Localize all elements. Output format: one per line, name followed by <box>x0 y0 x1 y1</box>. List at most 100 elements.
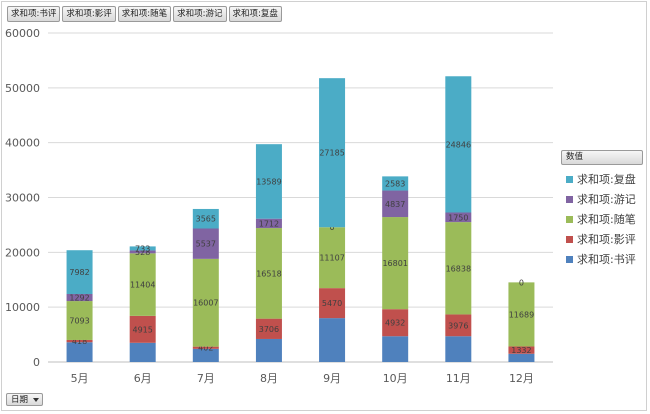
bar-segment <box>192 208 219 229</box>
bar-segment <box>66 342 93 362</box>
bar-segment <box>255 338 282 362</box>
x-tick-label: 9月 <box>323 372 341 385</box>
data-label: 0 <box>330 223 335 232</box>
legend-title: 数值 <box>566 152 584 162</box>
data-label: 4932 <box>385 319 405 328</box>
data-label: 16801 <box>382 259 407 268</box>
data-label: 733 <box>135 244 150 253</box>
bar-segment <box>66 250 93 294</box>
value-field-buttons: 求和项:书评 求和项:影评 求和项:随笔 求和项:游记 求和项:复盘 <box>7 6 282 22</box>
bar-segment <box>319 227 346 289</box>
dropdown-arrow-icon <box>33 398 39 402</box>
bar-segment <box>255 318 282 339</box>
bar-segment <box>445 76 472 213</box>
legend-swatch <box>566 235 573 243</box>
bar-segment <box>192 346 219 349</box>
data-label: 5470 <box>322 299 342 308</box>
bar-segment <box>255 218 282 229</box>
bar-segment <box>192 258 219 347</box>
field-button-essay[interactable]: 求和项:随笔 <box>117 6 172 22</box>
legend-field-button[interactable]: 数值 <box>561 150 643 165</box>
data-label: 4837 <box>385 200 405 209</box>
bar-segment <box>508 282 535 347</box>
field-button-review[interactable]: 求和项:复盘 <box>228 6 282 22</box>
data-label: 7093 <box>69 317 89 326</box>
data-label: 418 <box>72 337 87 346</box>
x-tick-label: 6月 <box>134 372 152 385</box>
legend-swatch <box>566 195 573 203</box>
legend-label: 求和项:书评 <box>577 253 636 266</box>
data-label: 11404 <box>130 281 155 290</box>
bar-segment <box>382 309 409 337</box>
bar-segment <box>319 288 346 319</box>
field-button-book-review[interactable]: 求和项:书评 <box>7 6 61 22</box>
bar-segment <box>255 144 282 219</box>
legend-label: 求和项:游记 <box>577 193 636 206</box>
bar-segment <box>319 318 346 362</box>
bar-segment <box>319 78 346 228</box>
data-label: 2583 <box>385 179 405 188</box>
y-tick-label: 30000 <box>5 192 40 205</box>
data-label: 4915 <box>133 325 153 334</box>
legend-swatch <box>566 215 573 223</box>
legend-label: 求和项:随笔 <box>577 213 636 226</box>
data-label: 16518 <box>256 269 281 278</box>
legend-label: 求和项:复盘 <box>577 173 636 186</box>
x-tick-label: 12月 <box>509 372 534 385</box>
data-label: 13589 <box>256 177 281 186</box>
data-label: 0 <box>519 278 524 287</box>
bar-segment <box>66 339 93 343</box>
x-tick-label: 10月 <box>383 372 408 385</box>
bar-segment <box>129 342 156 362</box>
data-label: 3565 <box>196 215 216 224</box>
bar-segment <box>66 293 93 302</box>
legend: 数值 求和项:复盘 求和项:游记 求和项:随笔求和项:影评求和项:书评 <box>561 150 643 269</box>
legend-item: 求和项:影评 <box>561 229 643 249</box>
legend-swatch <box>566 255 573 263</box>
bar-segment <box>129 315 156 343</box>
bar-segment <box>255 228 282 319</box>
x-tick-label: 8月 <box>260 372 278 385</box>
x-tick-label: 11月 <box>446 372 471 385</box>
y-tick-label: 0 <box>33 356 40 369</box>
bar-segment <box>66 301 93 340</box>
data-label: 1712 <box>259 219 279 228</box>
data-label: 7982 <box>69 268 89 277</box>
bar-segment <box>382 336 409 362</box>
data-label: 402 <box>198 344 213 353</box>
data-label: 11107 <box>319 254 344 263</box>
data-label: 3976 <box>448 321 468 330</box>
bar-segment <box>129 246 156 251</box>
x-tick-label: 7月 <box>197 372 215 385</box>
field-button-travel[interactable]: 求和项:游记 <box>173 6 227 22</box>
legend-item: 求和项:游记 <box>561 189 643 209</box>
bar-segment <box>382 176 409 191</box>
bar-segment <box>382 190 409 218</box>
bar-segment <box>508 346 535 354</box>
field-button-film-review[interactable]: 求和项:影评 <box>62 6 116 22</box>
bar-segment <box>445 314 472 337</box>
data-label: 1332 <box>511 346 531 355</box>
bar-segment <box>508 353 535 362</box>
axis-field-label: 日期 <box>11 395 29 405</box>
data-label: 3706 <box>259 325 279 334</box>
data-label: 27185 <box>319 149 344 158</box>
data-label: 16007 <box>193 299 218 308</box>
data-label: 5537 <box>196 240 216 249</box>
bar-segment <box>382 217 409 310</box>
y-tick-label: 60000 <box>5 27 40 40</box>
y-tick-label: 20000 <box>5 246 40 259</box>
data-label: 528 <box>135 248 150 257</box>
bar-segment <box>129 250 156 254</box>
legend-item: 求和项:复盘 <box>561 169 643 189</box>
y-tick-label: 10000 <box>5 301 40 314</box>
data-label: 11689 <box>509 310 534 319</box>
bar-segment <box>192 348 219 362</box>
bar-segment <box>445 212 472 223</box>
bar-segment <box>192 228 219 259</box>
axis-field-button-date[interactable]: 日期 <box>6 393 43 406</box>
data-label: 1292 <box>69 294 89 303</box>
legend-swatch <box>566 175 573 183</box>
y-tick-label: 50000 <box>5 82 40 95</box>
